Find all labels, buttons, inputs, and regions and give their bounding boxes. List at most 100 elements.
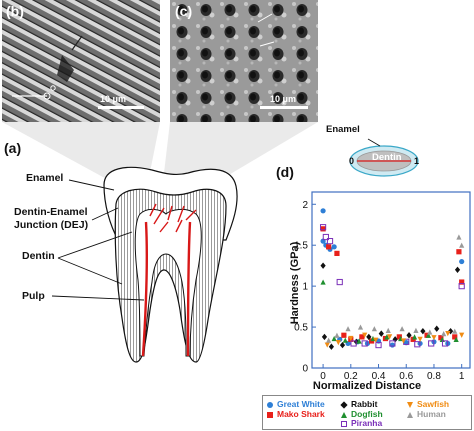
point-piranha <box>458 283 465 290</box>
y-tick-label: 2 <box>302 200 308 211</box>
y-tick-label: 1.5 <box>294 241 308 252</box>
point-mako-shark <box>334 250 340 256</box>
point-sawfish <box>431 335 437 341</box>
point-great-white <box>320 208 326 214</box>
point-rabbit <box>406 332 412 339</box>
point-mako-shark <box>424 332 430 338</box>
point-piranha <box>375 341 382 349</box>
point-sawfish <box>459 332 465 338</box>
point-dogfish <box>425 332 432 338</box>
point-dogfish <box>342 337 348 343</box>
x-tick-label: 0.4 <box>372 371 386 382</box>
point-mako-shark <box>456 249 462 255</box>
point-human <box>399 326 405 332</box>
point-dogfish <box>411 334 418 340</box>
y-tick-label: 0.5 <box>294 323 308 334</box>
point-rabbit <box>420 327 426 335</box>
point-sawfish <box>362 332 368 338</box>
point-piranha <box>326 238 334 245</box>
pulp-canal-left <box>141 221 148 357</box>
panel-c-scale-label: 10 μm <box>270 94 297 104</box>
dentin-leader-1 <box>57 231 133 259</box>
point-human <box>385 327 391 333</box>
label-pulp: Pulp <box>22 290 45 302</box>
inset-enamel-label: Enamel <box>326 124 360 135</box>
label-enamel: Enamel <box>26 172 64 184</box>
point-rabbit <box>321 333 328 341</box>
x-tick-label: 0.8 <box>427 371 441 382</box>
point-human <box>459 242 465 248</box>
point-piranha <box>336 278 343 286</box>
point-human <box>357 324 364 330</box>
pulp-shape <box>134 208 202 357</box>
point-mako-shark <box>320 226 326 232</box>
inset-enamel-arrow <box>367 138 381 147</box>
point-sawfish <box>417 336 423 342</box>
point-human <box>334 332 340 338</box>
point-dogfish <box>356 338 362 344</box>
pulp-leader <box>51 295 145 301</box>
chart-plot-frame <box>311 191 471 369</box>
point-sawfish <box>400 338 407 344</box>
point-dogfish <box>384 334 390 340</box>
inset-right-tick: 1 <box>414 156 420 166</box>
point-human <box>427 329 433 335</box>
legend-human: Human <box>407 409 446 419</box>
point-sawfish <box>445 331 451 337</box>
point-piranha <box>441 340 449 347</box>
point-great-white <box>459 258 465 265</box>
pulp-branches <box>149 203 197 233</box>
point-mako-shark <box>438 335 444 341</box>
label-dej-line2: Junction (DEJ) <box>14 219 89 231</box>
point-rabbit <box>434 325 440 332</box>
point-human <box>413 327 419 333</box>
point-dogfish <box>453 336 459 342</box>
micrograph-c: (c) 10 μm <box>170 0 318 122</box>
enamel-leader <box>68 179 115 191</box>
zoom-wedge-b <box>2 122 160 182</box>
point-dogfish <box>320 279 326 285</box>
point-great-white <box>331 244 337 250</box>
chart-legend: Great White Mako Shark Rabbit Dogfish Pi… <box>262 395 472 430</box>
legend-great-white: Great White <box>267 399 325 409</box>
point-sawfish <box>348 335 354 342</box>
point-rabbit <box>328 343 335 350</box>
point-piranha <box>322 233 329 241</box>
point-sawfish <box>373 337 379 343</box>
point-human <box>345 326 351 332</box>
dej-leader <box>91 207 119 221</box>
point-piranha <box>389 340 396 347</box>
point-dogfish <box>370 335 376 342</box>
chart-ylabel: Hardness (GPa) <box>289 241 301 324</box>
point-human <box>326 337 332 343</box>
micrograph-b-image <box>2 0 160 122</box>
chart-xlabel: Normalized Distance <box>313 380 421 392</box>
point-sawfish <box>335 340 341 346</box>
point-rabbit <box>366 333 372 341</box>
point-mako-shark <box>326 244 332 250</box>
micrograph-c-image <box>170 0 318 122</box>
inset-left-tick: 0 <box>349 156 355 166</box>
panel-a-tag: (a) <box>4 140 22 156</box>
x-tick-label: 0.6 <box>399 371 413 382</box>
point-piranha <box>414 341 421 348</box>
x-tick-label: 1 <box>459 371 465 382</box>
y-tick-label: 1 <box>302 282 308 293</box>
legend-piranha: Piranha <box>341 418 382 428</box>
point-rabbit <box>454 266 461 273</box>
legend-rabbit: Rabbit <box>340 399 377 409</box>
point-dogfish <box>331 335 337 342</box>
label-dentin: Dentin <box>22 250 55 262</box>
point-piranha <box>361 340 368 347</box>
y-tick-label: 0 <box>302 364 308 375</box>
point-mako-shark <box>359 334 365 340</box>
label-dej-line1: Dentin-Enamel <box>14 206 88 218</box>
point-piranha <box>319 224 327 231</box>
panel-b-tag: (b) <box>6 3 24 19</box>
legend-mako-shark: Mako Shark <box>267 409 325 419</box>
dentin-leader-2 <box>57 257 123 285</box>
point-great-white <box>389 342 395 348</box>
point-sawfish <box>387 334 393 340</box>
